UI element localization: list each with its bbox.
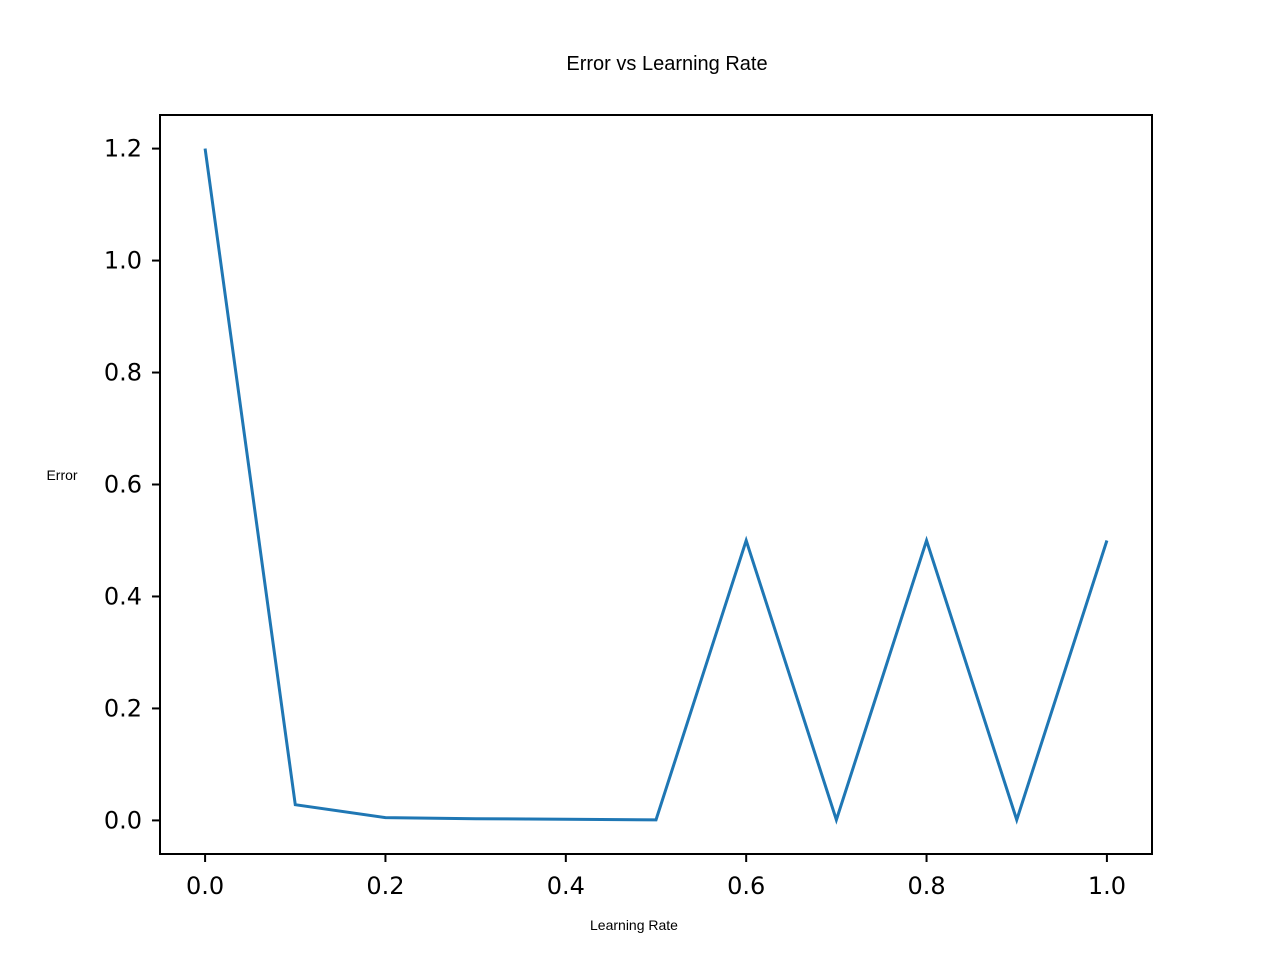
y-tick-label: 0.8 — [104, 359, 142, 387]
y-tick-label: 0.0 — [104, 806, 142, 834]
x-tick-label: 0.8 — [907, 872, 945, 900]
y-tick-label: 0.6 — [104, 471, 142, 499]
y-tick-label: 1.2 — [104, 135, 142, 163]
y-axis-label: Error — [46, 467, 77, 483]
plot-layer: 0.0 0.2 0.4 0.6 0.8 1.0 0.0 0.2 0.4 0.6 0.8 1.0 1.2 — [104, 114, 1153, 900]
x-tick-label: 1.0 — [1088, 872, 1126, 900]
y-tick-label: 0.4 — [104, 582, 142, 610]
y-tick-label: 1.0 — [104, 247, 142, 275]
x-tick-label: 0.4 — [547, 872, 585, 900]
x-tick-label: 0.6 — [727, 872, 765, 900]
x-tick-label: 0.2 — [366, 872, 404, 900]
x-axis-label: Learning Rate — [590, 917, 678, 933]
y-tick-label: 0.2 — [104, 694, 142, 722]
series-line-0 — [203, 148, 1109, 825]
x-tick-label: 0.0 — [186, 872, 224, 900]
plot-frame — [159, 114, 1153, 855]
chart-title: Error vs Learning Rate — [566, 53, 767, 75]
